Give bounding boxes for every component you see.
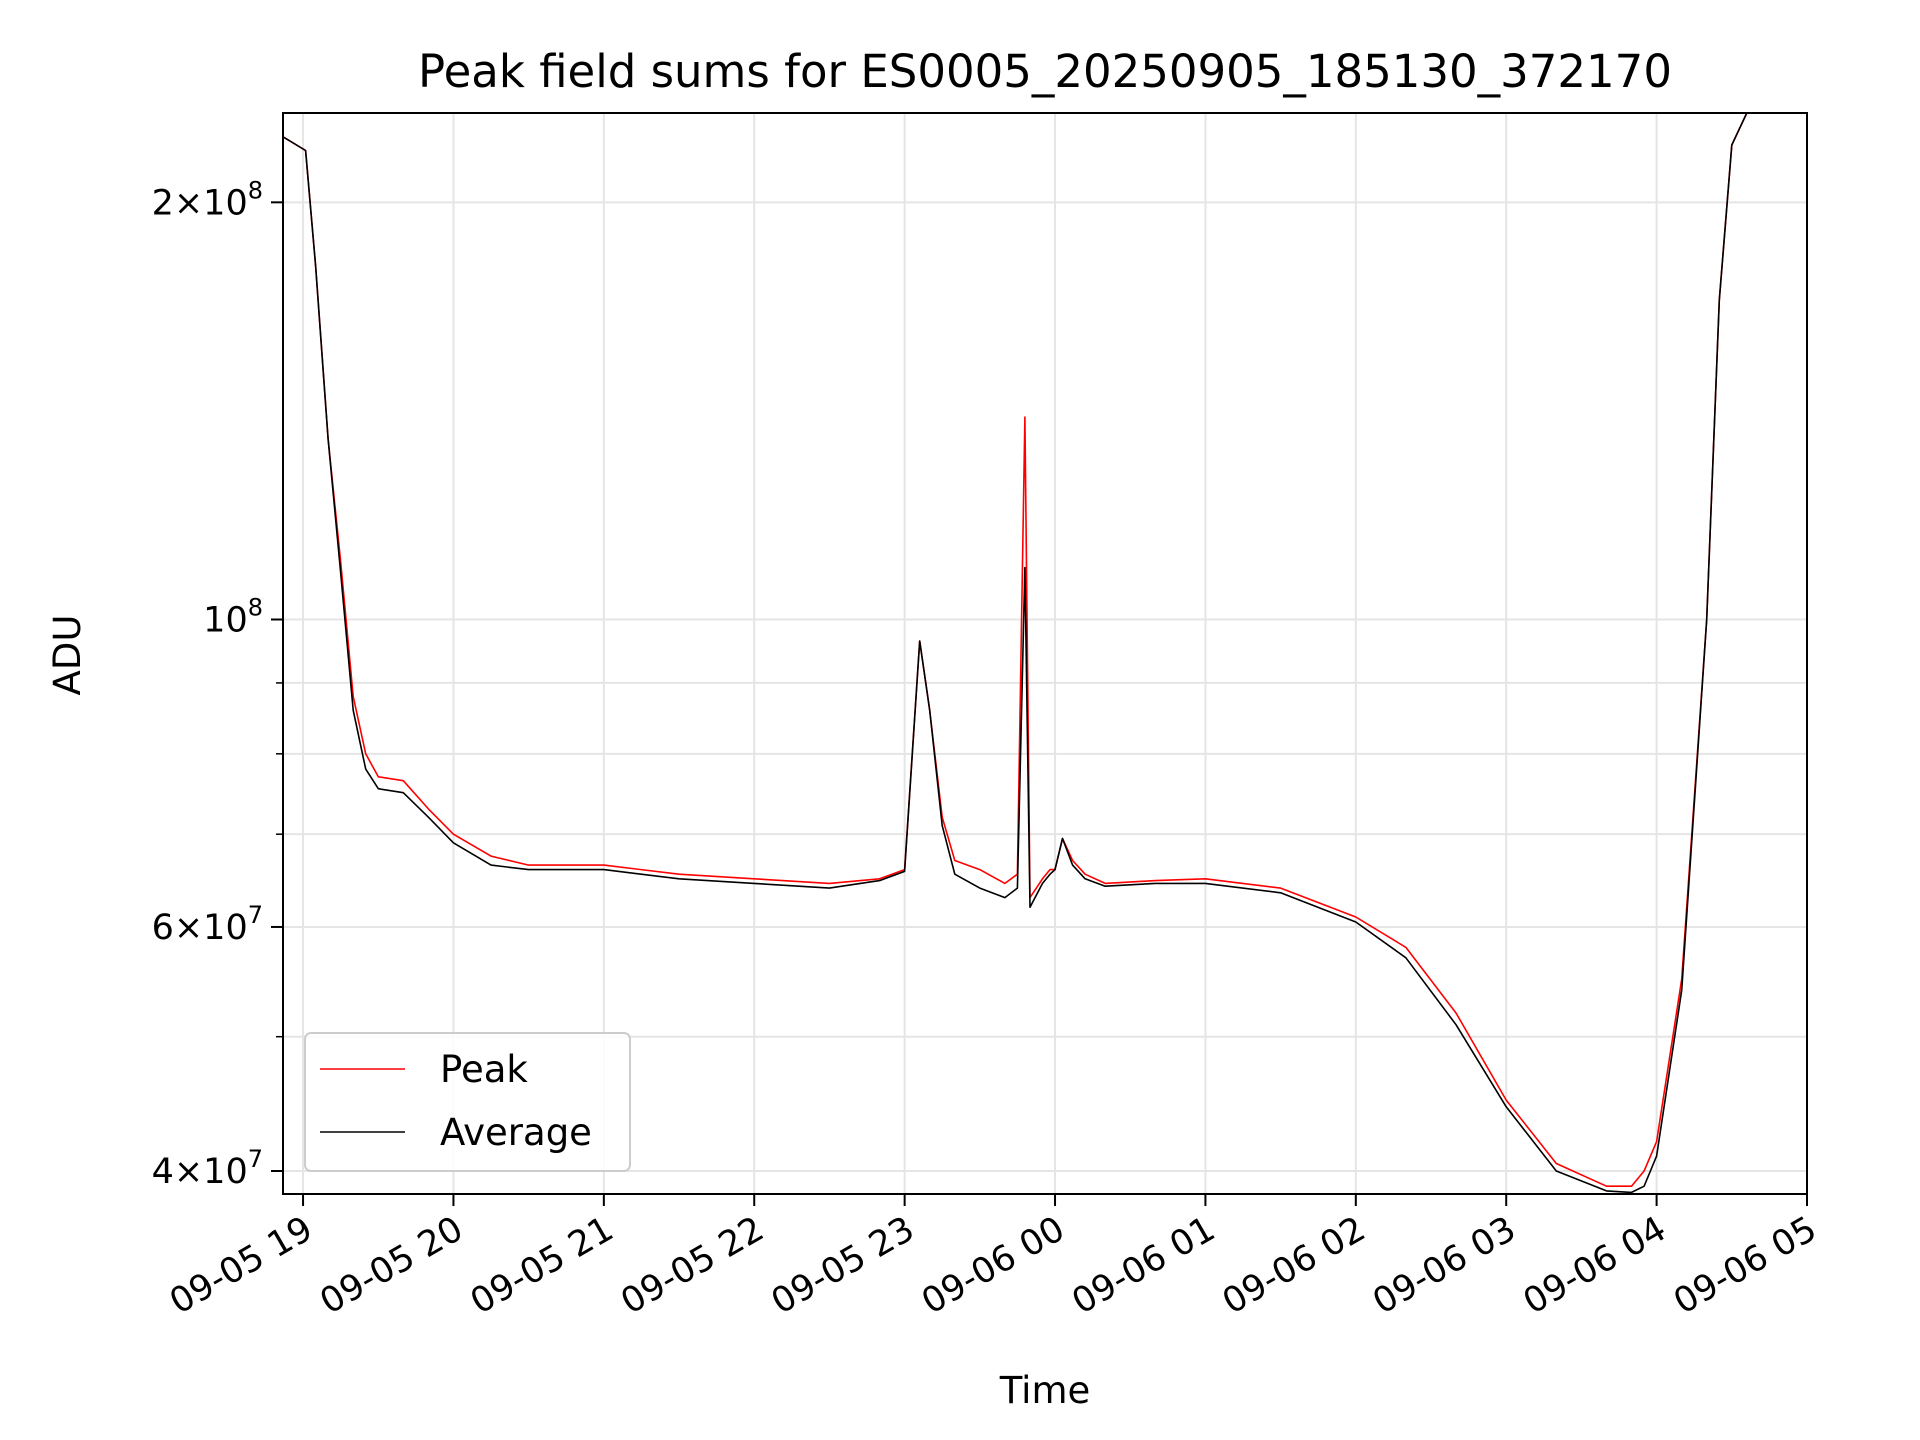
x-tick-label: 09-06 04: [1517, 1209, 1673, 1322]
grid: [283, 113, 1808, 1194]
x-axis-label: Time: [999, 1369, 1091, 1412]
x-tick-label: 09-06 00: [915, 1209, 1071, 1322]
legend: Peak Average: [304, 1032, 631, 1172]
x-tick-label: 09-06 01: [1066, 1209, 1222, 1322]
y-tick-label: 108: [203, 594, 263, 641]
y-tick-label: 2×108: [152, 176, 263, 223]
legend-box: [304, 1032, 631, 1172]
y-axis-label: ADU: [46, 615, 89, 696]
chart-title: Peak field sums for ES0005_20250905_1851…: [418, 45, 1672, 98]
x-tick-label: 09-05 19: [163, 1209, 319, 1322]
x-tick-label: 09-06 02: [1216, 1209, 1372, 1322]
legend-label-peak: Peak: [440, 1048, 528, 1091]
plot-series: [282, 112, 1807, 1194]
x-tick-label: 09-05 23: [765, 1209, 921, 1322]
x-tick-label: 09-06 03: [1366, 1209, 1522, 1322]
y-tick-label: 6×107: [152, 901, 263, 948]
plot-frame: [282, 112, 1808, 1195]
legend-label-average: Average: [440, 1111, 592, 1154]
series-line-average: [282, 112, 1807, 1194]
x-tick-label: 09-06 05: [1667, 1209, 1823, 1322]
series-line-peak: [282, 112, 1807, 1187]
y-tick-label: 4×107: [152, 1145, 263, 1192]
x-tick-label: 09-05 20: [314, 1209, 470, 1322]
x-tick-label: 09-05 21: [464, 1209, 620, 1322]
x-tick-label: 09-05 22: [614, 1209, 770, 1322]
y-axis-ticks: 2×108 108 6×107 4×107: [152, 176, 283, 1192]
